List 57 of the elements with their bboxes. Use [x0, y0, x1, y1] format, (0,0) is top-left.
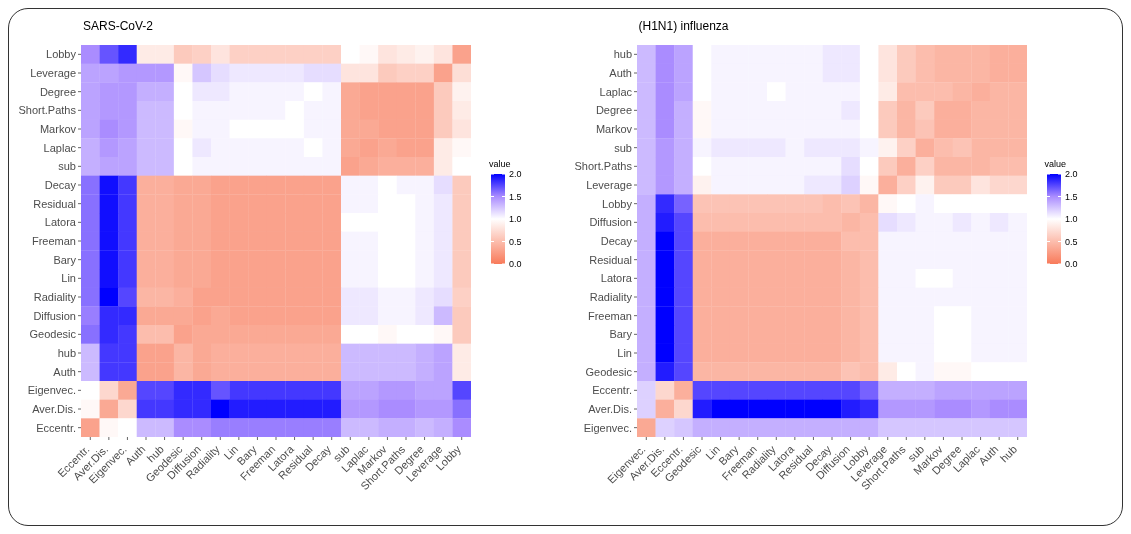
y-tick-label: Decay — [600, 234, 632, 247]
y-tick-label: Short.Paths — [574, 160, 632, 173]
y-tick-label: Leverage — [585, 178, 632, 191]
color-bar-label: 1.0 — [1064, 214, 1078, 225]
y-tick-label: Auth — [608, 66, 632, 79]
chart-title: SARS-CoV-2 — [83, 19, 154, 33]
y-tick-label: Eigenvec. — [583, 421, 632, 434]
color-bar-label: 1.5 — [1064, 191, 1078, 202]
y-tick-label: Residual — [33, 197, 76, 210]
y-tick-label: Geodesic — [29, 328, 77, 341]
y-tick-label: Lin — [616, 346, 632, 359]
color-bar-title: value — [1044, 159, 1067, 169]
y-tick-label: Freeman — [587, 309, 632, 322]
y-tick-label: Leverage — [30, 66, 76, 79]
y-tick-label: Latora — [600, 272, 633, 285]
y-tick-label: sub — [58, 160, 76, 173]
y-tick-label: Laplac — [599, 85, 632, 98]
y-tick-label: Eigenvec. — [27, 384, 76, 397]
y-tick-label: Latora — [44, 216, 77, 229]
y-tick-label: Bary — [608, 328, 632, 341]
y-tick-label: Aver.Dis. — [32, 402, 76, 415]
color-bar-label: 0.5 — [1064, 236, 1078, 247]
color-bar-label: 0.0 — [1064, 259, 1078, 270]
y-tick-label: Auth — [53, 365, 76, 378]
y-tick-label: Radiality — [589, 290, 632, 303]
x-tick-label: hub — [997, 442, 1019, 465]
color-bar-label: 1.0 — [509, 214, 522, 225]
y-tick-label: Geodesic — [585, 365, 632, 378]
y-tick-label: hub — [613, 48, 632, 61]
y-tick-label: Lin — [61, 272, 76, 285]
color-bar-label: 2.0 — [509, 169, 522, 180]
y-tick-label: Diffusion — [588, 216, 632, 229]
y-tick-label: Degree — [595, 104, 632, 117]
y-tick-label: Residual — [588, 253, 632, 266]
y-tick-label: Freeman — [31, 234, 76, 247]
color-bar-label: 2.0 — [1064, 169, 1078, 180]
color-bar-title: value — [489, 159, 512, 169]
y-tick-label: hub — [57, 346, 76, 359]
y-tick-label: Degree — [39, 85, 76, 98]
y-tick-label: sub — [613, 141, 632, 154]
y-tick-label: Markov — [39, 122, 77, 135]
color-bar-label: 1.5 — [509, 191, 522, 202]
y-tick-label: Diffusion — [33, 309, 76, 322]
y-tick-label: Lobby — [46, 48, 77, 61]
color-bar-label: 0.5 — [509, 236, 522, 247]
chart-title: (H1N1) influenza — [638, 19, 729, 33]
y-tick-label: Decay — [44, 178, 77, 191]
y-tick-label: Eccentr. — [591, 384, 632, 397]
y-tick-label: Eccentr. — [36, 421, 76, 434]
y-tick-label: Markov — [595, 122, 632, 135]
y-tick-label: Radiality — [33, 290, 77, 303]
y-tick-label: Laplac — [43, 141, 77, 154]
y-tick-label: Bary — [53, 253, 77, 266]
y-tick-label: Lobby — [601, 197, 632, 210]
color-bar-label: 0.0 — [509, 259, 522, 270]
y-tick-label: Aver.Dis. — [587, 402, 632, 415]
y-tick-label: Short.Paths — [18, 104, 77, 117]
